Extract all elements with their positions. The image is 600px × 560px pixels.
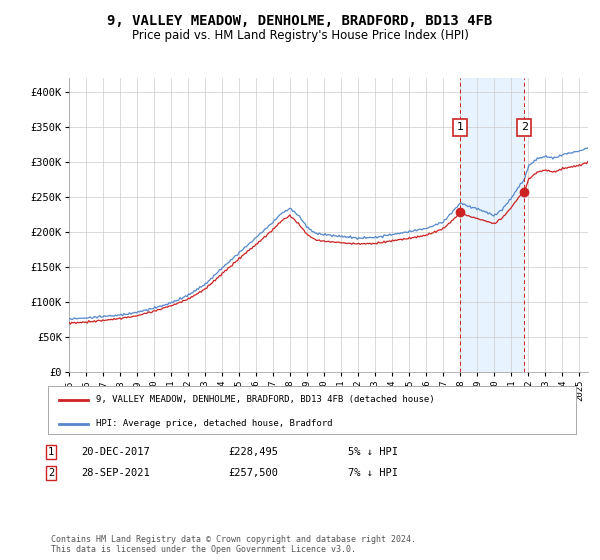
Text: 2: 2 — [48, 468, 54, 478]
Text: £228,495: £228,495 — [228, 447, 278, 457]
Text: HPI: Average price, detached house, Bradford: HPI: Average price, detached house, Brad… — [95, 419, 332, 428]
Text: Price paid vs. HM Land Registry's House Price Index (HPI): Price paid vs. HM Land Registry's House … — [131, 29, 469, 42]
Text: 9, VALLEY MEADOW, DENHOLME, BRADFORD, BD13 4FB: 9, VALLEY MEADOW, DENHOLME, BRADFORD, BD… — [107, 14, 493, 28]
Bar — [460, 78, 524, 372]
Text: 7% ↓ HPI: 7% ↓ HPI — [348, 468, 398, 478]
Text: 5% ↓ HPI: 5% ↓ HPI — [348, 447, 398, 457]
Text: 1: 1 — [48, 447, 54, 457]
Text: 20-DEC-2017: 20-DEC-2017 — [81, 447, 150, 457]
Text: 1: 1 — [457, 123, 463, 132]
Text: 28-SEP-2021: 28-SEP-2021 — [81, 468, 150, 478]
Text: Contains HM Land Registry data © Crown copyright and database right 2024.
This d: Contains HM Land Registry data © Crown c… — [51, 535, 416, 554]
Text: 9, VALLEY MEADOW, DENHOLME, BRADFORD, BD13 4FB (detached house): 9, VALLEY MEADOW, DENHOLME, BRADFORD, BD… — [95, 395, 434, 404]
Text: £257,500: £257,500 — [228, 468, 278, 478]
Text: 2: 2 — [521, 123, 528, 132]
